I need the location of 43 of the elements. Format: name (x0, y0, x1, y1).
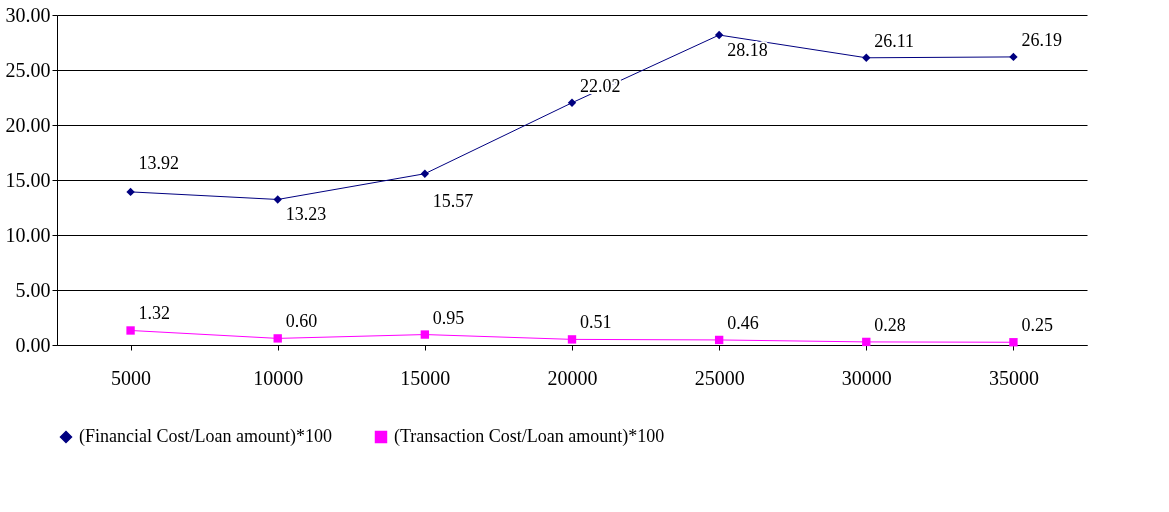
x-tick-label: 20000 (547, 366, 598, 389)
point (1009, 52, 1018, 62)
point (714, 335, 724, 345)
x-tick-label: 15000 (400, 366, 451, 389)
point (714, 30, 724, 40)
data-label: 26.11 (874, 30, 915, 51)
x-tick-label: 35000 (988, 366, 1039, 389)
data-label: 28.18 (727, 40, 768, 61)
y-tick-label: 10.00 (5, 223, 51, 246)
data-label: 0.25 (1021, 315, 1053, 336)
data-label: 26.19 (1021, 29, 1062, 50)
point (273, 334, 282, 343)
point (1009, 338, 1018, 347)
x-tick-label: 25000 (694, 366, 745, 389)
legend-label: (Transaction Cost/Loan amount)*100 (394, 426, 665, 447)
x-tick-label: 5000 (111, 366, 152, 389)
point (273, 195, 282, 204)
y-tick-label: 25.00 (5, 58, 51, 81)
point (862, 53, 871, 62)
data-label: 0.46 (727, 312, 759, 333)
y-tick-label: 30.00 (5, 3, 51, 26)
data-label: 0.95 (432, 307, 465, 328)
data-label: 13.23 (285, 204, 327, 225)
data-label: 1.32 (138, 303, 171, 324)
x-tick-label: 10000 (253, 366, 304, 389)
point (126, 326, 135, 335)
y-tick-label: 20.00 (5, 113, 51, 136)
y-tick-label: 5.00 (15, 278, 51, 301)
data-label: 0.60 (285, 311, 318, 332)
point (567, 335, 577, 344)
data-label: 13.92 (138, 152, 180, 173)
x-tick-label: 30000 (841, 366, 892, 389)
data-label: 0.28 (874, 314, 906, 335)
point (862, 337, 871, 347)
data-label: 15.57 (432, 190, 474, 211)
point (567, 98, 577, 107)
data-label: 0.51 (580, 312, 612, 333)
point (420, 330, 430, 339)
y-tick-label: 0.00 (15, 333, 51, 356)
point (420, 169, 430, 178)
point (126, 187, 135, 197)
legend-label: (Financial Cost/Loan amount)*100 (79, 426, 332, 447)
y-tick-label: 15.00 (5, 168, 51, 191)
